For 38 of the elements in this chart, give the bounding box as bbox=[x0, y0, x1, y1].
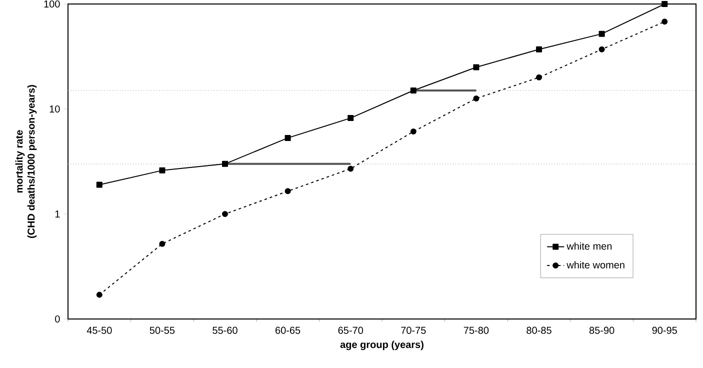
point bbox=[284, 134, 291, 141]
point bbox=[159, 167, 166, 174]
point bbox=[598, 46, 605, 52]
point bbox=[473, 95, 480, 102]
point bbox=[96, 182, 102, 188]
point bbox=[473, 64, 480, 70]
y-tick-label: 10 bbox=[50, 105, 60, 113]
point bbox=[536, 46, 542, 52]
point bbox=[598, 30, 605, 37]
y-tick-label: 100 bbox=[44, 0, 60, 8]
x-tick-label: 65-70 bbox=[338, 326, 364, 334]
point bbox=[410, 128, 416, 135]
legend-label: white women bbox=[566, 261, 624, 268]
point bbox=[662, 1, 668, 8]
legend-label: white men bbox=[566, 242, 612, 250]
point bbox=[222, 160, 228, 167]
x-tick-label: 85-90 bbox=[589, 326, 614, 334]
x-tick-label: 90-95 bbox=[652, 326, 677, 334]
x-tick-label: 55-60 bbox=[212, 326, 238, 334]
y-axis-title: mortality rate (CHD deaths/1000 person-years) bbox=[15, 85, 37, 238]
point bbox=[222, 211, 228, 217]
x-tick-label: 60-65 bbox=[276, 326, 300, 334]
point bbox=[348, 166, 354, 172]
x-tick-label: 75-80 bbox=[464, 326, 489, 334]
x-tick-label: 80-85 bbox=[526, 326, 552, 334]
point bbox=[662, 18, 668, 25]
point bbox=[159, 240, 166, 247]
point bbox=[536, 74, 542, 80]
point bbox=[410, 88, 416, 94]
x-tick-label: 50-55 bbox=[150, 326, 175, 334]
x-tick-label: 70-75 bbox=[401, 326, 426, 334]
x-axis-title: age group (years) bbox=[340, 340, 424, 350]
y-tick-label: 0 bbox=[55, 315, 60, 323]
point bbox=[284, 188, 291, 194]
x-tick-label: 45-50 bbox=[86, 326, 112, 334]
point bbox=[96, 292, 102, 298]
point bbox=[348, 115, 354, 122]
y-tick-label: 1 bbox=[55, 210, 60, 218]
